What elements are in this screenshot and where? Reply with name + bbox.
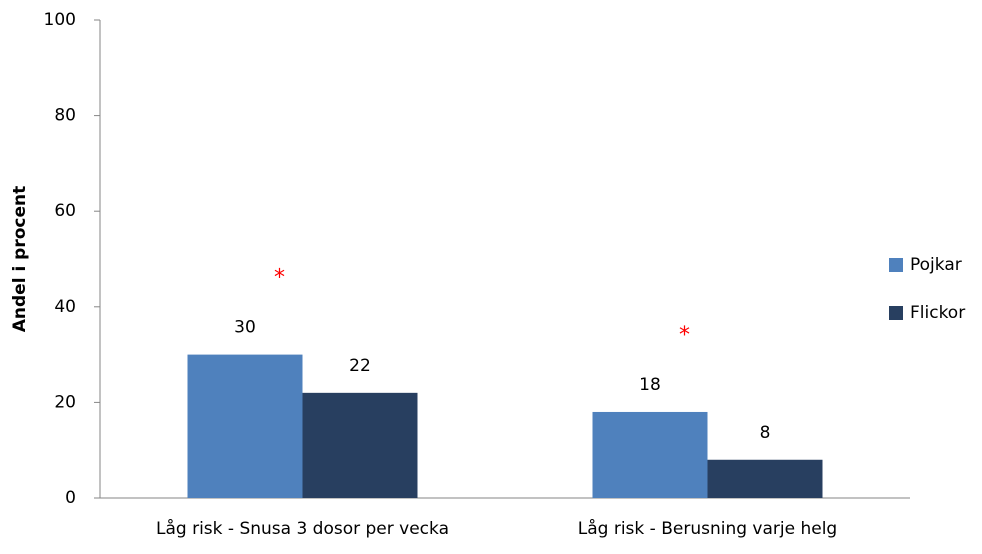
bar (707, 459, 823, 498)
annotation: * (274, 266, 285, 291)
x-tick-label: Låg risk - Berusning varje helg (578, 518, 837, 539)
y-tick-label: 100 (44, 10, 76, 30)
bar (187, 354, 303, 498)
legend-label: Flickor (910, 303, 965, 323)
data-label: 22 (349, 356, 371, 376)
y-axis-label: Andel i procent (10, 186, 30, 333)
legend-swatch (889, 258, 903, 272)
y-tick-label: 40 (54, 297, 76, 317)
y-tick-label: 80 (54, 106, 76, 126)
y-tick-label: 60 (54, 201, 76, 221)
annotation: * (679, 323, 690, 348)
data-label: 30 (234, 318, 256, 338)
y-tick-label: 0 (65, 488, 76, 508)
data-label: 18 (639, 375, 661, 395)
y-tick-label: 20 (54, 392, 76, 412)
data-label: 8 (760, 423, 771, 443)
legend-label: Pojkar (910, 255, 962, 275)
x-tick-label: Låg risk - Snusa 3 dosor per vecka (156, 518, 449, 539)
bar (302, 392, 418, 498)
bar (592, 411, 708, 498)
legend-swatch (889, 306, 903, 320)
